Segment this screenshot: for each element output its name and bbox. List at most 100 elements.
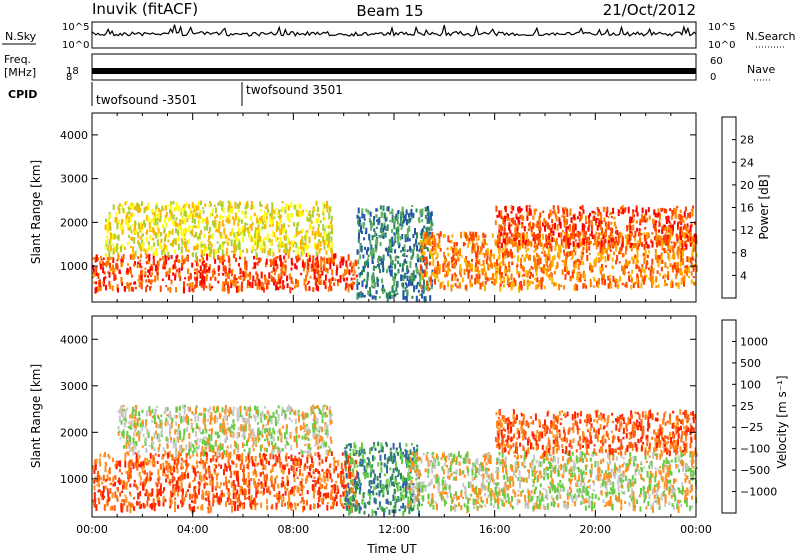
echo-cell: [126, 200, 128, 203]
echo-cell: [239, 231, 242, 235]
echo-cell: [500, 261, 503, 264]
echo-cell: [470, 268, 473, 272]
echo-cell: [660, 252, 663, 255]
echo-cell: [290, 278, 293, 284]
cpid-entry-1: twofsound -3501: [96, 93, 197, 107]
echo-cell: [260, 242, 263, 249]
echo-cell: [97, 285, 100, 292]
echo-cell: [519, 208, 522, 213]
echo-cell: [578, 272, 581, 276]
velocity-echo-field: [92, 404, 698, 517]
echo-cell: [679, 209, 682, 213]
echo-cell: [323, 471, 326, 475]
echo-cell: [597, 209, 600, 215]
echo-cell: [102, 474, 105, 481]
echo-cell: [146, 254, 149, 258]
echo-cell: [145, 419, 148, 422]
echo-cell: [142, 484, 145, 491]
echo-cell: [193, 218, 196, 225]
echo-cell: [567, 225, 570, 230]
echo-cell: [576, 276, 579, 281]
echo-cell: [279, 257, 282, 261]
echo-cell: [173, 260, 176, 267]
echo-cell: [164, 498, 167, 502]
echo-cell: [313, 264, 316, 269]
echo-cell: [521, 224, 524, 228]
echo-cell: [604, 234, 607, 238]
echo-cell: [570, 257, 573, 260]
echo-cell: [460, 267, 463, 273]
echo-cell: [565, 232, 568, 239]
echo-cell: [323, 231, 325, 238]
echo-cell: [109, 262, 111, 269]
echo-cell: [375, 290, 378, 295]
echo-cell: [159, 285, 162, 292]
echo-cell: [182, 259, 185, 265]
echo-cell: [415, 239, 418, 245]
echo-cell: [129, 491, 131, 495]
echo-cell: [170, 201, 173, 206]
echo-cell: [419, 283, 422, 287]
echo-cell: [384, 232, 387, 238]
echo-cell: [126, 282, 129, 289]
echo-cell: [332, 505, 334, 509]
echo-cell: [301, 489, 304, 496]
echo-cell: [636, 242, 639, 245]
echo-cell: [373, 279, 376, 283]
echo-cell: [654, 249, 657, 253]
echo-cell: [234, 496, 237, 500]
echo-cell: [500, 250, 503, 253]
echo-cell: [395, 273, 398, 276]
echo-cell: [632, 218, 635, 223]
echo-cell: [447, 252, 450, 257]
echo-cell: [613, 217, 616, 220]
noise-panel: N.Sky 10^5 10^0 10^5 10^0 N.Search: [2, 21, 796, 51]
echo-cell: [497, 241, 499, 249]
echo-cell: [374, 244, 377, 249]
echo-cell: [475, 231, 478, 238]
echo-cell: [667, 271, 670, 276]
echo-cell: [300, 239, 303, 245]
echo-cell: [318, 248, 321, 254]
echo-cell: [172, 264, 175, 269]
echo-cell: [121, 218, 123, 225]
echo-cell: [148, 253, 151, 261]
echo-cell: [328, 232, 330, 240]
echo-cell: [683, 223, 686, 229]
echo-cell: [113, 268, 116, 273]
colorbar-tick-label: 4: [740, 269, 747, 282]
echo-cell: [253, 255, 255, 260]
echo-cell: [543, 267, 546, 272]
echo-cell: [148, 245, 151, 251]
echo-cell: [502, 284, 505, 288]
echo-cell: [543, 226, 546, 229]
echo-cell: [279, 462, 282, 469]
echo-cell: [468, 260, 471, 268]
echo-cell: [661, 207, 664, 211]
echo-cell: [483, 265, 486, 272]
echo-cell: [250, 249, 253, 254]
echo-cell: [444, 269, 446, 273]
echo-cell: [218, 485, 221, 489]
echo-cell: [549, 265, 552, 272]
echo-cell: [652, 279, 655, 285]
echo-cell: [126, 218, 129, 221]
echo-cell: [198, 258, 201, 263]
echo-cell: [604, 228, 607, 234]
echo-cell: [167, 254, 170, 261]
echo-cell: [94, 463, 97, 471]
echo-cell: [175, 203, 178, 210]
echo-cell: [663, 273, 666, 276]
echo-cell: [278, 451, 281, 458]
echo-cell: [389, 272, 392, 275]
echo-cell: [295, 230, 298, 237]
echo-cell: [620, 232, 623, 237]
echo-cell: [124, 461, 127, 468]
echo-cell: [683, 281, 685, 287]
echo-cell: [311, 411, 314, 414]
echo-cell: [238, 231, 241, 234]
echo-cell: [590, 220, 593, 227]
echo-cell: [302, 500, 305, 505]
echo-cell: [227, 488, 230, 493]
echo-cell: [319, 240, 322, 247]
